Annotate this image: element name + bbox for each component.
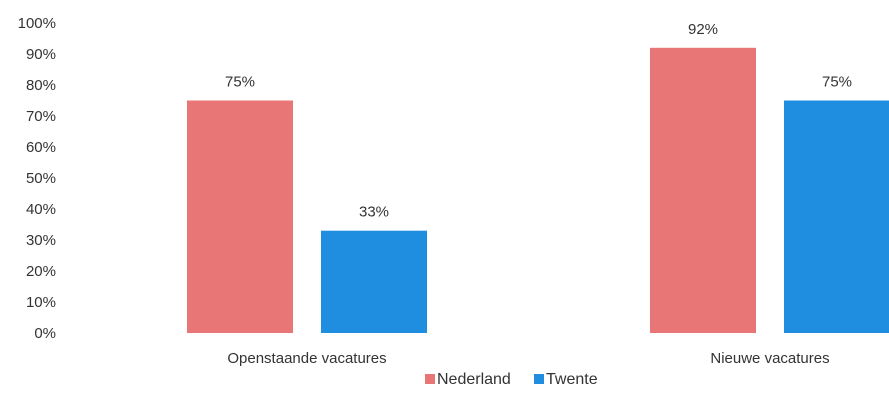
y-tick-label: 20% [26, 263, 56, 280]
legend: Nederland Twente [425, 371, 598, 388]
x-axis: Openstaande vacatures Nieuwe vacatures [227, 350, 829, 367]
bars-group [187, 48, 889, 333]
data-label: 33% [359, 204, 389, 221]
legend-label: Twente [546, 371, 598, 388]
legend-label: Nederland [437, 371, 511, 388]
y-tick-label: 90% [26, 46, 56, 63]
bar-twente-1 [321, 231, 427, 333]
y-tick-label: 70% [26, 108, 56, 125]
x-category-label: Nieuwe vacatures [710, 350, 829, 367]
y-tick-label: 10% [26, 294, 56, 311]
legend-swatch [425, 374, 435, 384]
data-label: 92% [688, 21, 718, 38]
data-label: 75% [225, 74, 255, 91]
legend-swatch [534, 374, 544, 384]
y-tick-label: 60% [26, 139, 56, 156]
bar-nederland-2 [650, 48, 756, 333]
data-label: 75% [822, 74, 852, 91]
y-tick-label: 0% [34, 325, 56, 342]
y-tick-label: 80% [26, 77, 56, 94]
y-tick-label: 100% [18, 15, 56, 32]
y-tick-label: 40% [26, 201, 56, 218]
x-category-label: Openstaande vacatures [227, 350, 386, 367]
y-tick-label: 50% [26, 170, 56, 187]
data-labels-group: 75% 33% 92% 75% [225, 21, 852, 221]
bar-nederland-1 [187, 101, 293, 334]
y-tick-label: 30% [26, 232, 56, 249]
y-axis: 0% 10% 20% 30% 40% 50% 60% 70% 80% 90% 100% [18, 15, 56, 342]
bar-twente-2 [784, 101, 889, 334]
